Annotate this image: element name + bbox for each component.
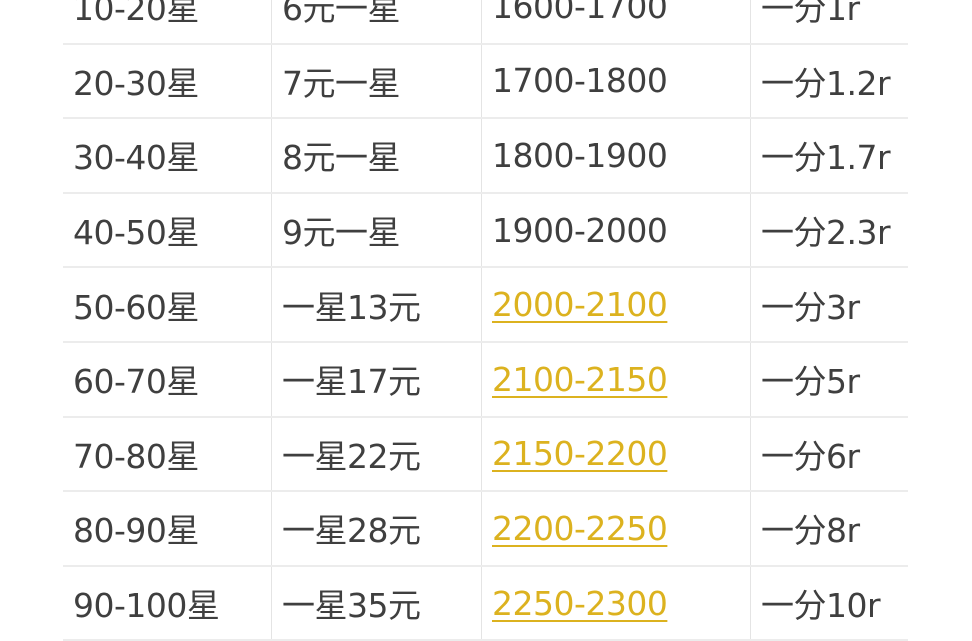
cell-text: 90-100星 [73, 586, 220, 626]
cell-per-point: 一分1r [750, 0, 908, 43]
cell-stars: 40-50星 [63, 194, 271, 267]
table-row: 40-50星 9元一星 1900-2000 一分2.3r [63, 193, 908, 269]
cell-per-point: 一分6r [750, 417, 908, 491]
cell-price: 7元一星 [271, 44, 481, 118]
score-link[interactable]: 2200-2250 [492, 508, 668, 548]
cell-text: 6元一星 [282, 0, 401, 29]
cell-text: 1700-1800 [492, 61, 668, 101]
cell-text: 1800-1900 [492, 135, 668, 175]
cell-per-point: 一分1.7r [750, 119, 908, 192]
table-row: 60-70星 一星17元 2100-2150 一分5r [63, 343, 908, 418]
cell-per-point: 一分10r [750, 566, 908, 640]
cell-per-point: 一分5r [750, 343, 908, 416]
table-row: 50-60星 一星13元 2000-2100 一分3r [63, 268, 908, 343]
score-link[interactable]: 2250-2300 [492, 583, 668, 623]
cell-text: 50-60星 [73, 287, 199, 327]
cell-text: 9元一星 [282, 213, 401, 253]
table-row: 90-100星 一星35元 2250-2300 一分10r [63, 566, 908, 641]
cell-text: 60-70星 [73, 362, 199, 402]
cell-text: 一分1.7r [761, 138, 891, 178]
cell-price: 一星28元 [271, 492, 481, 565]
cell-text: 一分3r [761, 287, 860, 327]
table-row: 30-40星 8元一星 1800-1900 一分1.7r [63, 119, 908, 194]
cell-text: 一星28元 [282, 511, 421, 551]
cell-text: 1600-1700 [492, 0, 668, 26]
cell-score: 2100-2150 [481, 343, 750, 416]
cell-text: 一分2.3r [761, 213, 891, 253]
cell-stars: 10-20星 [63, 0, 271, 43]
cell-score: 1600-1700 [481, 0, 750, 43]
cell-stars: 60-70星 [63, 343, 271, 416]
cell-score: 1700-1800 [481, 44, 750, 118]
score-link[interactable]: 2100-2150 [492, 359, 668, 399]
cell-text: 10-20星 [73, 0, 199, 29]
cell-per-point: 一分2.3r [750, 193, 908, 267]
score-link[interactable]: 2000-2100 [492, 285, 668, 325]
cell-price: 8元一星 [271, 119, 481, 192]
cell-text: 一分5r [761, 362, 860, 402]
cell-text: 一分1.2r [761, 63, 891, 103]
cell-price: 一星35元 [271, 566, 481, 640]
cell-stars: 50-60星 [63, 268, 271, 341]
cell-text: 40-50星 [73, 213, 199, 253]
cell-text: 一星35元 [282, 586, 421, 626]
cell-price: 一星22元 [271, 417, 481, 491]
table-row: 70-80星 一星22元 2150-2200 一分6r [63, 417, 908, 493]
cell-text: 一分8r [761, 511, 860, 551]
cell-text: 80-90星 [73, 511, 199, 551]
table-row: 80-90星 一星28元 2200-2250 一分8r [63, 492, 908, 567]
cell-text: 8元一星 [282, 138, 401, 178]
cell-score: 2200-2250 [481, 492, 750, 565]
cell-text: 一分1r [761, 0, 860, 29]
cell-text: 一星13元 [282, 287, 421, 327]
cell-text: 7元一星 [282, 63, 401, 103]
cell-stars: 80-90星 [63, 492, 271, 565]
cell-text: 20-30星 [73, 63, 199, 103]
cell-price: 一星13元 [271, 268, 481, 341]
cell-stars: 20-30星 [63, 45, 271, 118]
score-link[interactable]: 2150-2200 [492, 434, 668, 474]
cell-text: 70-80星 [73, 436, 199, 476]
cell-stars: 30-40星 [63, 119, 271, 192]
cell-per-point: 一分1.2r [750, 44, 908, 118]
cell-text: 一星22元 [282, 436, 421, 476]
cell-score: 2250-2300 [481, 566, 750, 640]
cell-score: 1900-2000 [481, 193, 750, 267]
cell-text: 一分6r [761, 436, 860, 476]
cell-text: 30-40星 [73, 138, 199, 178]
cell-text: 1900-2000 [492, 210, 668, 250]
cell-text: 一分10r [761, 586, 881, 626]
cell-price: 9元一星 [271, 193, 481, 267]
cell-stars: 70-80星 [63, 418, 271, 491]
cell-stars: 90-100星 [63, 567, 271, 640]
cell-score: 2150-2200 [481, 417, 750, 491]
cell-score: 2000-2100 [481, 268, 750, 341]
cell-per-point: 一分3r [750, 268, 908, 341]
cell-price: 一星17元 [271, 343, 481, 416]
table-row: 10-20星 6元一星 1600-1700 一分1r [63, 0, 908, 45]
cell-price: 6元一星 [271, 0, 481, 43]
cell-score: 1800-1900 [481, 119, 750, 192]
cell-per-point: 一分8r [750, 492, 908, 565]
table-row: 20-30星 7元一星 1700-1800 一分1.2r [63, 44, 908, 120]
cell-text: 一星17元 [282, 362, 421, 402]
